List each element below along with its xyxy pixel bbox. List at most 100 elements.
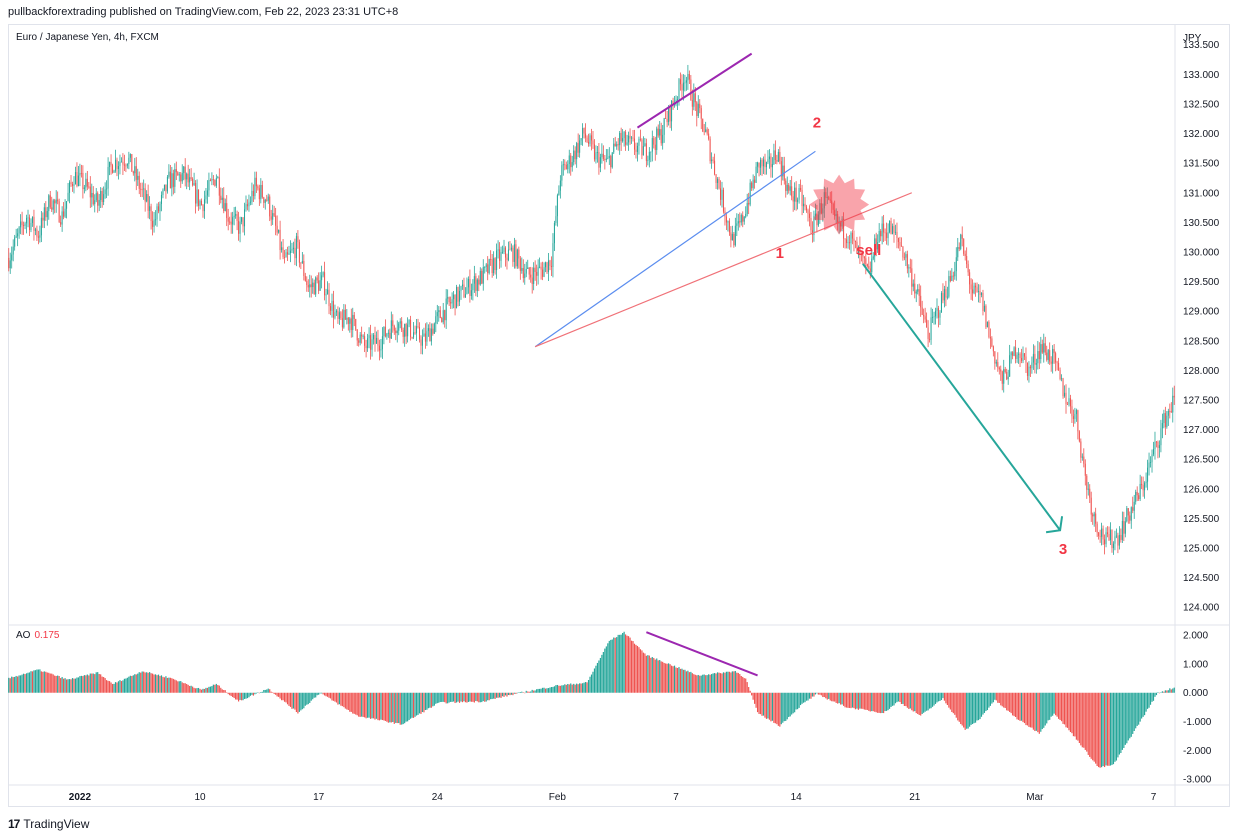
ao-bar — [263, 689, 265, 693]
candle-body — [1147, 467, 1149, 482]
candle-body — [174, 169, 176, 187]
candle-body — [674, 104, 676, 106]
candle — [762, 156, 765, 175]
candle — [475, 273, 477, 297]
ao-bar — [684, 669, 686, 693]
candle-body — [141, 189, 143, 191]
candle-body — [140, 188, 142, 190]
candle-body — [64, 208, 66, 217]
candle-body — [889, 220, 891, 233]
candle-body — [599, 157, 601, 168]
candle — [211, 172, 213, 186]
ao-bar — [1086, 692, 1088, 752]
candle — [335, 309, 337, 316]
candle — [954, 261, 956, 280]
candle — [568, 149, 570, 174]
price-tick-label: 131.000 — [1183, 188, 1220, 199]
candle-body — [83, 187, 85, 190]
candle-body — [512, 247, 514, 262]
candle-body — [125, 165, 127, 167]
candle — [195, 180, 197, 214]
candle-body — [275, 215, 277, 226]
candle-body — [978, 291, 980, 292]
ao-bar — [27, 672, 29, 693]
candle — [1107, 526, 1109, 538]
ao-bar — [558, 685, 560, 693]
ao-bar — [822, 692, 824, 698]
symbol-title[interactable]: Euro / Japanese Yen, 4h, FXCM — [16, 32, 159, 43]
candle — [1023, 353, 1026, 361]
ao-bar — [157, 674, 160, 693]
candle-body — [1052, 348, 1054, 364]
ao-bar — [496, 692, 498, 698]
candle — [461, 279, 464, 290]
candle-body — [307, 285, 309, 288]
candle-body — [1065, 392, 1067, 405]
candle — [657, 124, 659, 138]
ao-bar — [531, 689, 533, 693]
ao-bar — [220, 687, 222, 693]
candle — [303, 254, 305, 281]
candle — [703, 124, 705, 136]
ao-bar — [415, 692, 418, 716]
candle-body — [1089, 488, 1091, 498]
candle — [1130, 506, 1132, 529]
candle — [631, 136, 633, 144]
ao-bar — [928, 692, 931, 709]
ao-bar — [877, 692, 879, 713]
candle — [14, 234, 16, 251]
candle-body — [881, 223, 883, 237]
ao-bar — [49, 673, 51, 693]
ao-bar — [673, 665, 676, 693]
candle-body — [1139, 483, 1141, 500]
candle-body — [143, 188, 145, 190]
ao-bar — [1161, 691, 1163, 693]
candle — [69, 180, 71, 204]
candle-body — [31, 216, 33, 223]
candle — [542, 261, 544, 281]
candle-body — [592, 140, 594, 145]
ao-bar — [252, 692, 255, 696]
ao-bar — [625, 634, 627, 693]
ao-bar — [92, 673, 94, 693]
candle — [328, 283, 330, 315]
ao-bar — [205, 687, 207, 693]
ao-bar — [666, 663, 668, 693]
candle-body — [777, 151, 779, 162]
candle — [469, 269, 471, 303]
ao-bar — [189, 685, 191, 693]
ao-bar — [842, 692, 845, 706]
candle-body — [970, 284, 972, 290]
candle — [751, 181, 753, 191]
candle-body — [138, 175, 140, 189]
ao-bar — [232, 692, 234, 698]
ao-bar — [629, 637, 631, 693]
candle-body — [542, 269, 544, 277]
candle-body — [770, 156, 772, 168]
candle — [758, 162, 760, 177]
candle — [940, 291, 942, 313]
ao-bar — [954, 692, 956, 715]
candle-body — [49, 195, 51, 208]
ao-bar — [153, 674, 155, 693]
candle — [832, 202, 834, 215]
tradingview-footer[interactable]: 17 TradingView — [8, 817, 89, 831]
candle-body — [395, 330, 397, 334]
ao-legend[interactable]: AO 0.175 — [16, 630, 59, 641]
ao-bar — [617, 634, 619, 693]
candle-body — [1015, 347, 1017, 359]
candle-body — [565, 164, 567, 170]
ao-bar — [369, 692, 372, 719]
ao-bar — [989, 692, 991, 706]
candle-body — [524, 273, 526, 279]
candle — [1029, 364, 1031, 377]
candle — [270, 209, 272, 226]
ao-bar — [850, 692, 852, 709]
candle — [396, 320, 398, 343]
candle — [429, 322, 431, 342]
ao-bar — [730, 672, 732, 693]
ao-bar — [43, 671, 45, 693]
ao-bar — [257, 692, 259, 693]
candle-body — [593, 144, 595, 160]
